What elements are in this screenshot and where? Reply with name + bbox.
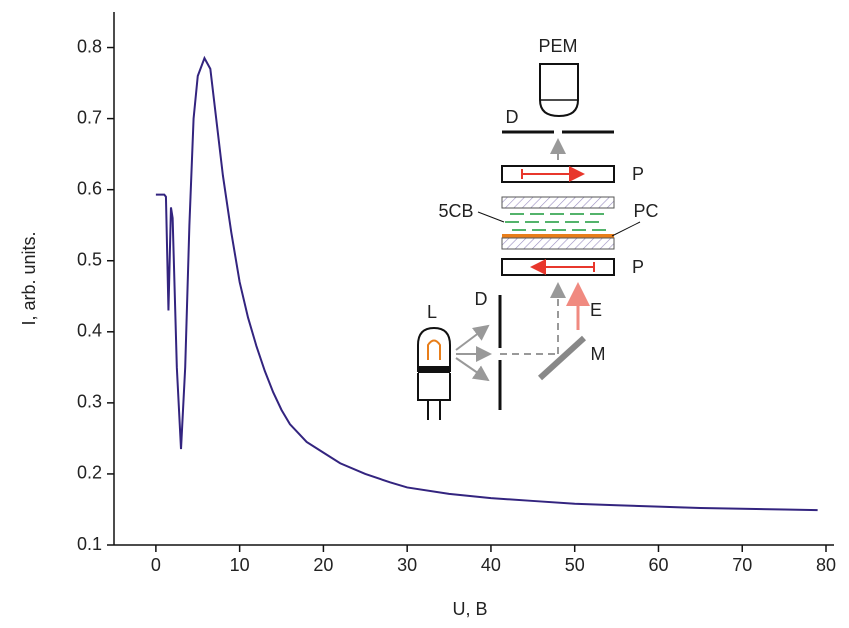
data-line bbox=[155, 55, 818, 512]
y-tick-label: 0.4 bbox=[77, 321, 102, 341]
inset-label: E bbox=[590, 300, 602, 320]
inset-label: P bbox=[632, 164, 644, 184]
inset-label: L bbox=[427, 302, 437, 322]
x-tick-label: 60 bbox=[648, 555, 668, 575]
inset-label: PEM bbox=[538, 36, 577, 56]
inset-label: 5CB bbox=[438, 201, 473, 221]
x-tick-label: 0 bbox=[151, 555, 161, 575]
y-tick-label: 0.1 bbox=[77, 534, 102, 554]
x-tick-label: 40 bbox=[481, 555, 501, 575]
y-tick-label: 0.2 bbox=[77, 463, 102, 483]
inset-label: PC bbox=[633, 201, 658, 221]
y-tick-label: 0.8 bbox=[77, 36, 102, 56]
y-tick-label: 0.3 bbox=[77, 392, 102, 412]
inset-label: D bbox=[506, 107, 519, 127]
x-tick-label: 70 bbox=[732, 555, 752, 575]
y-axis-label: I, arb. units. bbox=[19, 231, 39, 325]
x-tick-label: 30 bbox=[397, 555, 417, 575]
x-tick-label: 10 bbox=[230, 555, 250, 575]
detector bbox=[539, 63, 579, 118]
y-tick-label: 0.7 bbox=[77, 107, 102, 127]
inset-diagram bbox=[417, 63, 641, 420]
x-tick-label: 20 bbox=[313, 555, 333, 575]
inset-label: M bbox=[591, 344, 606, 364]
y-tick-label: 0.6 bbox=[77, 178, 102, 198]
y-tick-label: 0.5 bbox=[77, 249, 102, 269]
inset-label: P bbox=[632, 257, 644, 277]
x-axis-label: U, B bbox=[452, 599, 487, 619]
x-tick-label: 50 bbox=[565, 555, 585, 575]
inset-label: D bbox=[475, 289, 488, 309]
x-tick-label: 80 bbox=[816, 555, 836, 575]
